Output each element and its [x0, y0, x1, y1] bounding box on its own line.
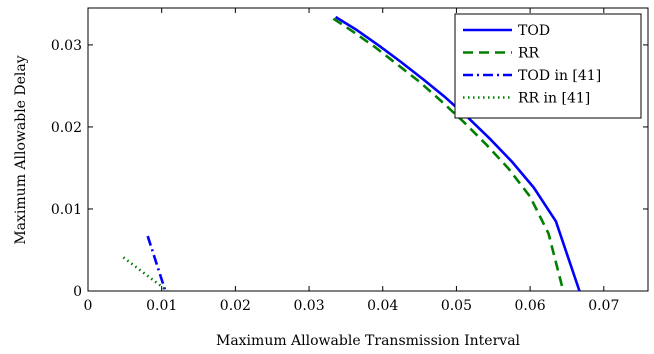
x-tick-label: 0.05 [441, 298, 472, 314]
x-tick-label: 0 [84, 298, 93, 314]
series-line-4 [122, 256, 169, 293]
y-tick-label: 0.02 [51, 120, 82, 136]
x-tick-label: 0.01 [146, 298, 177, 314]
series-line-2 [332, 17, 565, 292]
x-axis-title: Maximum Allowable Transmission Interval [216, 333, 521, 349]
legend-box [454, 13, 642, 119]
legend-label: TOD in [41] [518, 68, 601, 84]
x-tick-label: 0.03 [293, 298, 324, 314]
legend-label: TOD [518, 23, 550, 39]
x-axis: 0 0.01 0.02 0.03 0.04 0.05 0.06 0.07 [84, 8, 619, 314]
x-tick-label: 0.06 [515, 298, 546, 314]
y-tick-label: 0 [73, 284, 82, 300]
legend-label: RR in [41] [518, 91, 590, 107]
legend-label: RR [518, 46, 540, 62]
x-tick-label: 0.04 [367, 298, 398, 314]
y-axis: 0 0.01 0.02 0.03 [51, 38, 648, 300]
y-tick-label: 0.03 [51, 38, 82, 54]
legend: TOD RR TOD in [41] RR in [41] [454, 13, 642, 119]
y-tick-label: 0.01 [51, 202, 82, 218]
x-tick-label: 0.02 [220, 298, 251, 314]
series-line-3 [146, 235, 167, 292]
y-axis-title: Maximum Allowable Delay [13, 55, 29, 244]
x-tick-label: 0.07 [588, 298, 619, 314]
